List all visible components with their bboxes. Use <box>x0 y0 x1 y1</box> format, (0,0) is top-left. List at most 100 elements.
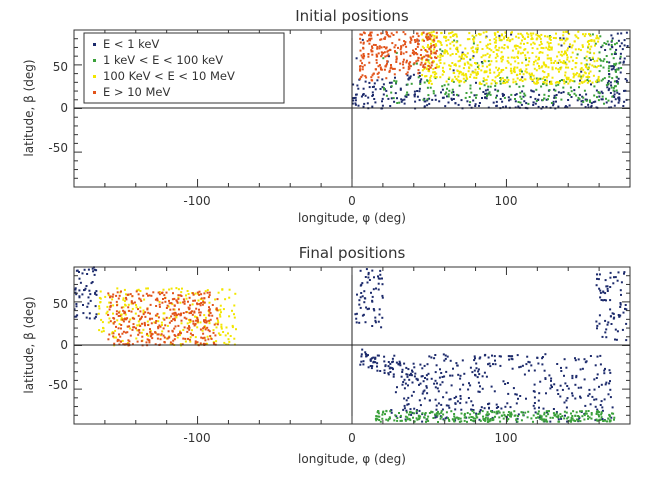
scatter-point <box>571 59 574 62</box>
scatter-point <box>450 384 453 387</box>
scatter-point <box>472 71 475 74</box>
scatter-point <box>494 415 496 418</box>
scatter-point <box>471 416 474 419</box>
scatter-point <box>448 418 450 421</box>
scatter-point <box>542 61 545 64</box>
scatter-point <box>597 414 600 416</box>
scatter-point <box>608 61 611 64</box>
scatter-point <box>393 67 396 70</box>
scatter-point <box>481 48 484 50</box>
scatter-point <box>379 269 382 272</box>
scatter-point <box>567 66 570 69</box>
scatter-point <box>433 46 436 49</box>
scatter-point <box>571 80 574 82</box>
scatter-point <box>457 94 460 97</box>
scatter-point <box>569 43 571 46</box>
scatter-point <box>526 32 528 35</box>
scatter-point <box>138 323 141 326</box>
scatter-point <box>585 93 588 96</box>
scatter-point <box>370 76 373 79</box>
scatter-point <box>417 42 419 45</box>
scatter-point <box>403 407 406 410</box>
scatter-point <box>156 314 159 317</box>
scatter-point <box>407 68 410 71</box>
scatter-point <box>571 44 574 47</box>
scatter-point <box>156 337 159 340</box>
legend: E < 1 keV 1 keV < E < 100 keV 100 KeV < … <box>83 32 285 104</box>
scatter-point <box>469 413 472 416</box>
scatter-point <box>593 94 596 97</box>
scatter-point <box>172 308 175 311</box>
scatter-point <box>547 98 549 101</box>
scatter-point <box>473 76 476 79</box>
scatter-point <box>592 101 595 104</box>
scatter-point <box>101 321 104 324</box>
scatter-point <box>611 77 614 80</box>
scatter-point <box>612 312 615 315</box>
scatter-point <box>447 95 450 98</box>
scatter-point <box>554 89 557 92</box>
scatter-point <box>403 387 406 390</box>
scatter-point <box>578 73 581 76</box>
scatter-point <box>410 374 413 377</box>
scatter-point <box>485 82 488 85</box>
scatter-point <box>450 91 453 94</box>
scatter-point <box>438 412 441 415</box>
scatter-point <box>604 367 606 370</box>
scatter-point <box>529 74 532 76</box>
scatter-point <box>519 95 522 98</box>
scatter-point <box>617 67 620 70</box>
scatter-point <box>504 415 507 418</box>
scatter-point <box>433 357 436 360</box>
scatter-point <box>417 72 420 75</box>
scatter-point <box>233 316 236 319</box>
scatter-point <box>503 44 506 46</box>
scatter-point <box>368 279 371 281</box>
scatter-point <box>479 419 482 422</box>
scatter-point <box>433 71 436 74</box>
scatter-point <box>119 335 122 338</box>
scatter-point <box>598 415 600 418</box>
scatter-point <box>473 369 476 372</box>
scatter-point <box>587 45 590 48</box>
scatter-point <box>468 382 470 385</box>
scatter-point <box>496 90 499 93</box>
scatter-point <box>381 86 384 89</box>
scatter-point <box>500 407 503 410</box>
scatter-point <box>122 298 125 301</box>
scatter-point <box>514 60 517 63</box>
scatter-point <box>607 43 610 46</box>
scatter-point <box>393 419 396 422</box>
scatter-point <box>538 35 541 38</box>
scatter-point <box>377 275 379 278</box>
scatter-point <box>461 57 464 60</box>
scatter-point <box>486 46 489 49</box>
scatter-point <box>567 47 569 50</box>
scatter-point <box>610 68 613 71</box>
scatter-point <box>541 99 544 102</box>
scatter-point <box>120 313 123 316</box>
scatter-point <box>550 80 553 83</box>
scatter-point <box>128 320 131 323</box>
scatter-point <box>599 35 602 38</box>
scatter-point <box>589 403 592 406</box>
scatter-point <box>150 332 153 335</box>
scatter-point <box>564 51 566 54</box>
scatter-point <box>464 73 467 76</box>
scatter-point <box>426 38 429 41</box>
scatter-point <box>477 64 480 67</box>
scatter-point <box>98 307 101 310</box>
scatter-point <box>106 305 109 308</box>
scatter-point <box>485 44 488 47</box>
scatter-point <box>518 79 521 82</box>
scatter-point <box>377 412 380 415</box>
scatter-point <box>356 293 358 296</box>
scatter-point <box>391 367 394 370</box>
scatter-point <box>484 54 487 57</box>
scatter-point <box>381 413 384 416</box>
scatter-point <box>532 420 534 423</box>
scatter-point <box>125 296 127 299</box>
scatter-point <box>432 71 435 74</box>
scatter-point <box>188 318 190 321</box>
scatter-point <box>580 80 583 83</box>
